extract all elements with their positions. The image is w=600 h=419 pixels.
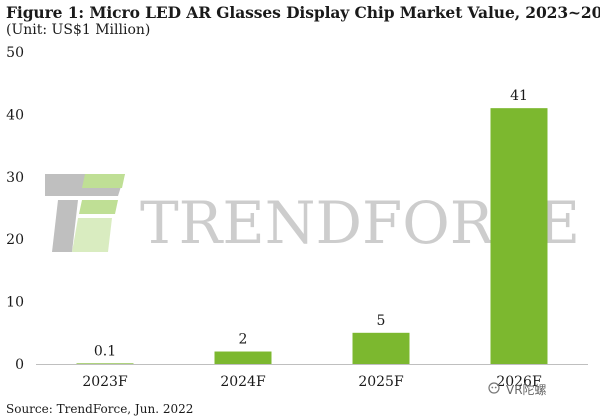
y-tick-label: 20: [6, 232, 24, 248]
source-note: Source: TrendForce, Jun. 2022: [6, 402, 194, 416]
chart-title: Figure 1: Micro LED AR Glasses Display C…: [6, 3, 600, 22]
x-tick-label: 2025F: [358, 374, 404, 390]
data-labels-group: 0.1 2 5 41: [94, 88, 528, 359]
trendforce-logo-icon: [45, 174, 125, 252]
bar: [214, 351, 272, 364]
y-axis: 0 10 20 30 40 50: [6, 45, 24, 373]
y-tick-label: 0: [15, 357, 24, 373]
bar: [490, 108, 548, 364]
data-label: 5: [377, 313, 386, 329]
bars-group: [76, 108, 548, 365]
wechat-icon: [488, 382, 500, 394]
bar: [76, 363, 134, 365]
data-label: 0.1: [94, 343, 116, 359]
bar: [352, 332, 410, 364]
x-tick-label: 2026F: [496, 374, 542, 390]
y-tick-label: 50: [6, 45, 24, 61]
x-tick-label: 2023F: [82, 374, 128, 390]
watermark-credit: VR陀螺: [506, 383, 547, 397]
data-label: 41: [510, 88, 528, 104]
y-tick-label: 10: [6, 295, 24, 311]
data-label: 2: [239, 332, 248, 348]
y-tick-label: 40: [6, 107, 24, 123]
chart-unit-label: (Unit: US$1 Million): [6, 22, 151, 38]
x-axis: 2023F 2024F 2025F 2026F: [82, 374, 542, 390]
y-tick-label: 30: [6, 170, 24, 186]
x-tick-label: 2024F: [220, 374, 266, 390]
